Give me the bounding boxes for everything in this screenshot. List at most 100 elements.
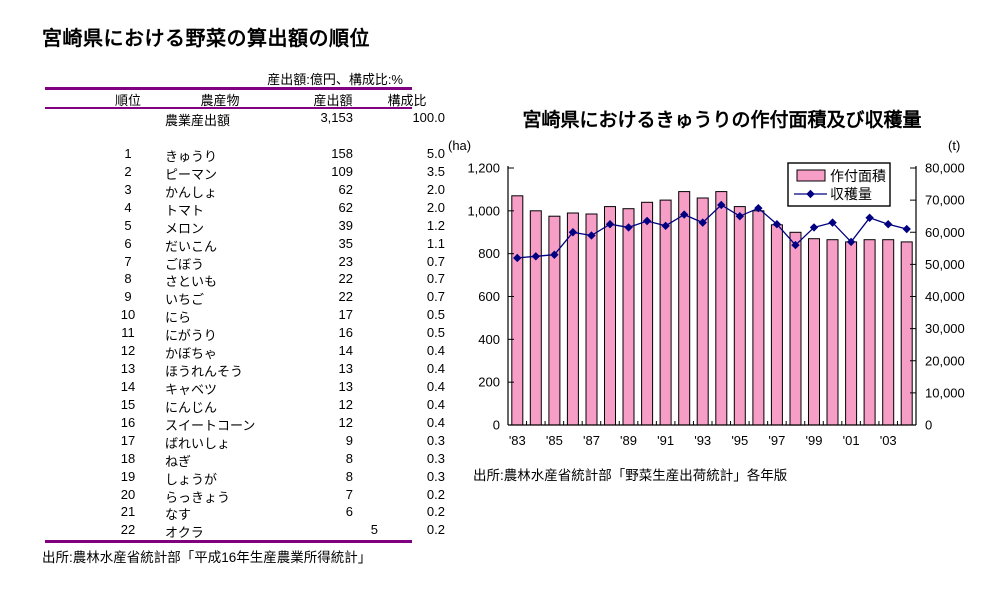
table-row: 6 だいこん 35 1.1: [45, 235, 445, 254]
row-rank: 3: [124, 181, 132, 197]
table-row: 3 かんしょ 62 2.0: [45, 181, 445, 200]
row-share: 0.7: [426, 253, 445, 269]
row-output: 9: [345, 432, 353, 448]
row-rank: 2: [124, 163, 132, 179]
row-output: 22: [338, 271, 353, 287]
bar-2003: [882, 239, 895, 426]
x-axis-tick-label: '89: [620, 433, 637, 448]
table-row: 22 オクラ 5 0.2: [45, 522, 445, 540]
row-product: にがうり: [165, 328, 217, 344]
row-output: 12: [338, 414, 353, 430]
table-header-row: 順位 農産物 産出額 構成比: [45, 90, 427, 108]
row-output: 6: [345, 504, 353, 520]
table-row: 16 スイートコーン 12 0.4: [45, 414, 445, 433]
row-output: 8: [345, 450, 353, 466]
row-rank: 8: [124, 271, 132, 287]
header-output: 産出額: [313, 93, 353, 108]
row-share: 0.7: [426, 271, 445, 287]
table-row: 7 ごぼう 23 0.7: [45, 253, 445, 272]
bar-2000: [826, 239, 839, 426]
row-output: 39: [338, 217, 353, 233]
table-top-rule: [45, 87, 412, 90]
row-rank: 12: [120, 343, 136, 359]
bar-1999: [808, 238, 820, 426]
row-output: 16: [338, 325, 353, 341]
bar-1987: [585, 213, 598, 426]
row-share: 0.4: [426, 414, 445, 430]
right-axis-tick-label: 10,000: [925, 385, 965, 400]
bar-1993: [696, 197, 709, 426]
harvest-point-1994: [717, 200, 726, 210]
bar-2004: [900, 241, 913, 426]
row-output: 5: [370, 522, 378, 538]
right-axis-tick-label: 0: [925, 418, 932, 433]
row-product: メロン: [165, 220, 205, 236]
harvest-point-1996: [754, 203, 763, 213]
table-row: 12 かぼちゃ 14 0.4: [45, 343, 445, 361]
table-row: 11 にがうり 16 0.5: [45, 325, 445, 344]
row-rank: 5: [124, 217, 132, 233]
x-axis-tick-label: '93: [694, 433, 711, 448]
right-axis-tick-label: 30,000: [925, 321, 965, 336]
row-rank: 16: [120, 414, 136, 430]
row-product: ねぎ: [165, 453, 192, 469]
bar-2001: [845, 241, 858, 426]
table-row: 19 しょうが 8 0.3: [45, 469, 445, 487]
row-product: だいこん: [165, 238, 218, 254]
left-axis-tick-label: 400: [478, 332, 500, 347]
row-share: 0.4: [426, 378, 445, 394]
x-axis-tick-label: '91: [657, 433, 674, 448]
row-share: 0.3: [426, 468, 445, 484]
row-output: 23: [338, 253, 353, 269]
cucumber-area-harvest-chart: 0 200 400 600 800 1,000 1,200 0 10,000 20,000 30,0…: [467, 161, 965, 449]
row-product: キャベツ: [165, 381, 218, 397]
row-rank: 15: [120, 396, 136, 412]
right-axis-tick-label: 40,000: [925, 289, 965, 304]
row-product: らっきょう: [165, 489, 231, 505]
harvest-point-1988: [605, 220, 615, 229]
row-product: さといも: [165, 274, 218, 290]
harvest-point-2004: [902, 224, 911, 234]
bar-1990: [641, 201, 654, 426]
row-share: 0.4: [426, 361, 445, 377]
row-output: 35: [338, 235, 353, 251]
row-product: きゅうり: [165, 149, 218, 164]
table-header-rule: [45, 107, 412, 109]
row-rank: 21: [120, 504, 136, 520]
table-row: 17 ばれいしょ 9 0.3: [45, 432, 445, 451]
bar-2002: [863, 239, 876, 426]
row-output: 13: [338, 378, 353, 394]
bar-1997: [770, 224, 783, 426]
bar-1989: [622, 208, 635, 426]
row-rank: 9: [124, 289, 132, 305]
harvest-point-1993: [698, 218, 707, 227]
header-share: 構成比: [387, 93, 427, 108]
table-body: 1 きゅうり 158 5.0 2 ピーマン 109 3.5 3 かんしょ 62 2.0 4 トマト 62 2.…: [45, 146, 445, 540]
harvest-point-2001: [846, 237, 856, 247]
page-title: 宮崎県における野菜の算出額の順位: [42, 28, 370, 50]
bar-1991: [659, 199, 672, 426]
row-product: スイートコーン: [165, 417, 256, 433]
row-product: しょうが: [165, 471, 218, 487]
header-product: 農産物: [200, 93, 240, 108]
bar-1988: [604, 206, 616, 426]
bar-1995: [733, 206, 746, 426]
row-product: なす: [165, 507, 192, 523]
harvest-line: [517, 204, 907, 259]
x-axis-tick-label: '95: [731, 433, 748, 448]
row-product: ごぼう: [165, 256, 205, 272]
table-total-row: 農業産出額 3,153 100.0: [45, 110, 445, 128]
table-row: 8 さといも 22 0.7: [45, 271, 445, 290]
row-rank: 1: [124, 146, 132, 161]
row-product: トマト: [165, 202, 205, 218]
left-axis-tick-label: 1,200: [467, 161, 500, 176]
table-bottom-rule: [45, 540, 412, 543]
right-axis-tick-label: 60,000: [925, 225, 965, 240]
bar-1985: [548, 215, 561, 426]
row-share: 2.0: [426, 199, 445, 215]
row-rank: 20: [120, 486, 136, 502]
left-axis-tick-label: 0: [493, 418, 500, 433]
row-rank: 4: [124, 199, 132, 215]
chart-left-axis-unit: (ha): [448, 138, 472, 153]
bar-1992: [678, 191, 691, 426]
